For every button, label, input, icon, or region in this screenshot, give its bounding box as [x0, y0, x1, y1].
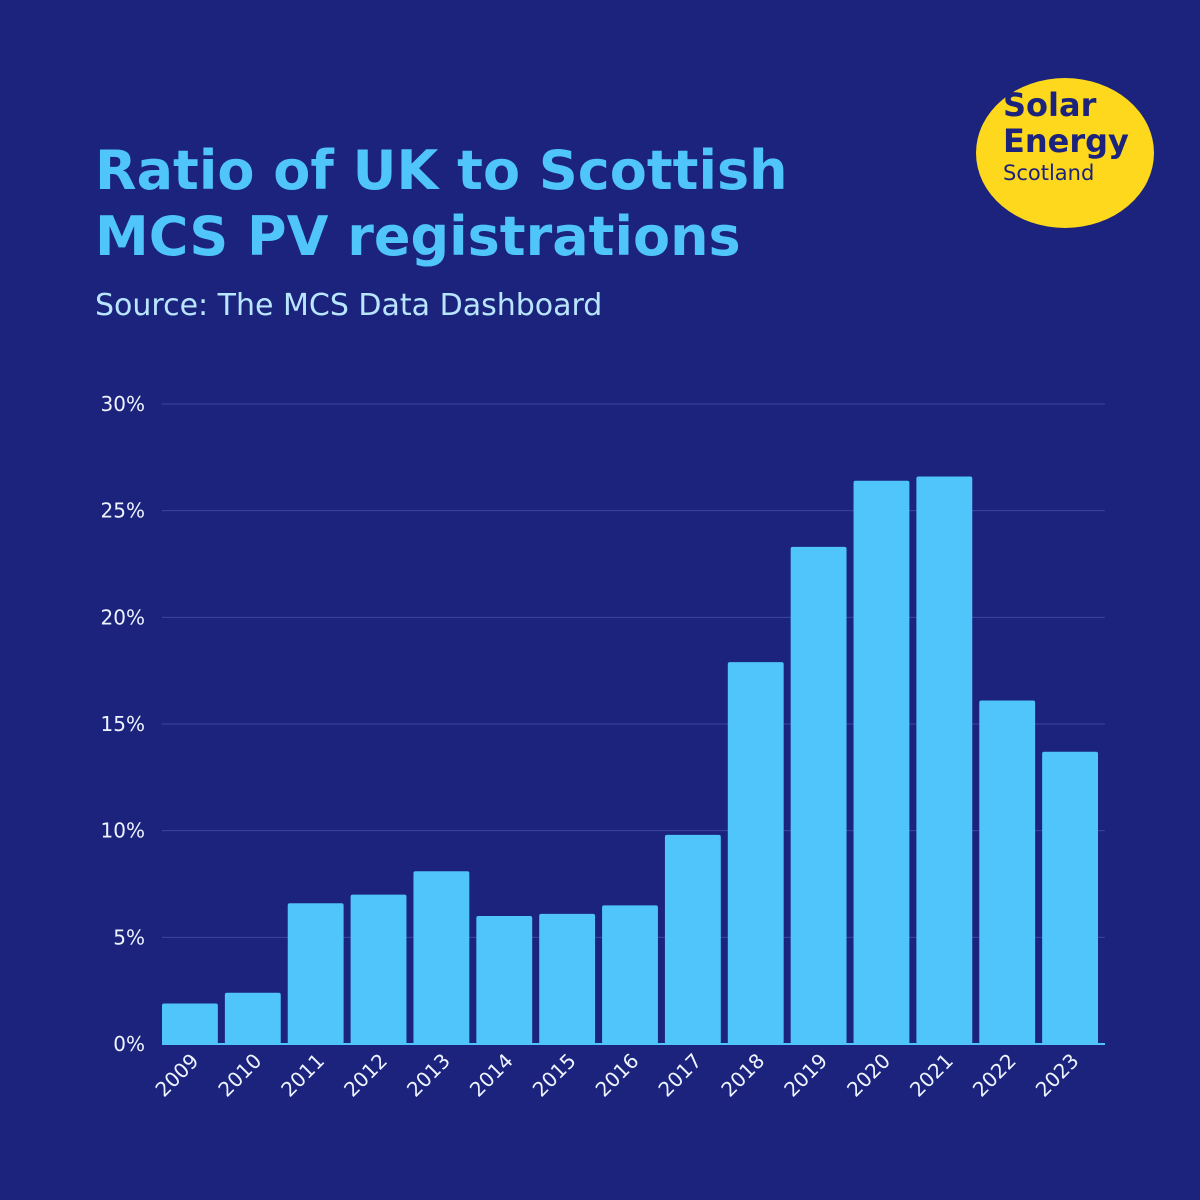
x-tick-label: 2014 — [465, 1049, 518, 1102]
bar-2023 — [1042, 751, 1098, 1044]
x-tick-label: 2022 — [968, 1049, 1021, 1102]
x-tick-label: 2016 — [591, 1049, 644, 1102]
x-tick-label: 2017 — [653, 1049, 706, 1102]
bar-2017 — [664, 834, 721, 1044]
y-axis-ticks: 0% 5% 10% 15% 20% 25% 30% — [101, 392, 145, 1056]
bar-2013 — [413, 871, 470, 1044]
x-tick-label: 2023 — [1031, 1049, 1084, 1102]
y-tick-label: 25% — [101, 499, 145, 523]
x-tick-label: 2012 — [339, 1049, 392, 1102]
bar-2018 — [727, 662, 784, 1044]
x-tick-label: 2020 — [842, 1049, 895, 1102]
x-tick-label: 2015 — [528, 1049, 581, 1102]
bar-2021 — [916, 476, 973, 1044]
x-tick-label: 2009 — [151, 1049, 204, 1102]
logo-text-energy: Energy — [1003, 122, 1129, 160]
x-tick-label: 2021 — [905, 1049, 958, 1102]
y-tick-label: 10% — [101, 819, 145, 843]
bar-2019 — [790, 546, 847, 1044]
y-tick-label: 30% — [101, 392, 145, 416]
bar-2011 — [287, 903, 344, 1044]
bars — [162, 476, 1098, 1044]
bar-2009 — [162, 1003, 218, 1044]
x-tick-label: 2019 — [779, 1049, 832, 1102]
bar-2010 — [224, 992, 281, 1044]
x-tick-label: 2011 — [276, 1049, 329, 1102]
logo-text-solar: Solar — [1003, 86, 1097, 124]
bar-2015 — [539, 913, 596, 1044]
bar-2012 — [350, 894, 407, 1044]
logo-text-scotland: Scotland — [1003, 161, 1095, 185]
chart-title: Ratio of UK to Scottish MCS PV registrat… — [95, 139, 788, 268]
bar-2022 — [979, 700, 1036, 1044]
x-tick-label: 2010 — [213, 1049, 266, 1102]
y-tick-label: 15% — [101, 712, 145, 736]
y-tick-label: 0% — [113, 1032, 145, 1056]
bar-2020 — [853, 480, 910, 1044]
bar-2016 — [602, 905, 658, 1044]
solar-energy-scotland-logo: Solar Energy Scotland — [976, 78, 1154, 228]
chart-source: Source: The MCS Data Dashboard — [95, 288, 603, 323]
y-tick-label: 20% — [101, 605, 145, 629]
x-axis-ticks: 2009 2010 2011 2012 2013 2014 2015 2016 2017 2018… — [151, 1049, 1084, 1102]
x-tick-label: 2013 — [402, 1049, 455, 1102]
x-tick-label: 2018 — [716, 1049, 769, 1102]
y-tick-label: 5% — [113, 925, 145, 949]
bar-2014 — [476, 916, 533, 1044]
